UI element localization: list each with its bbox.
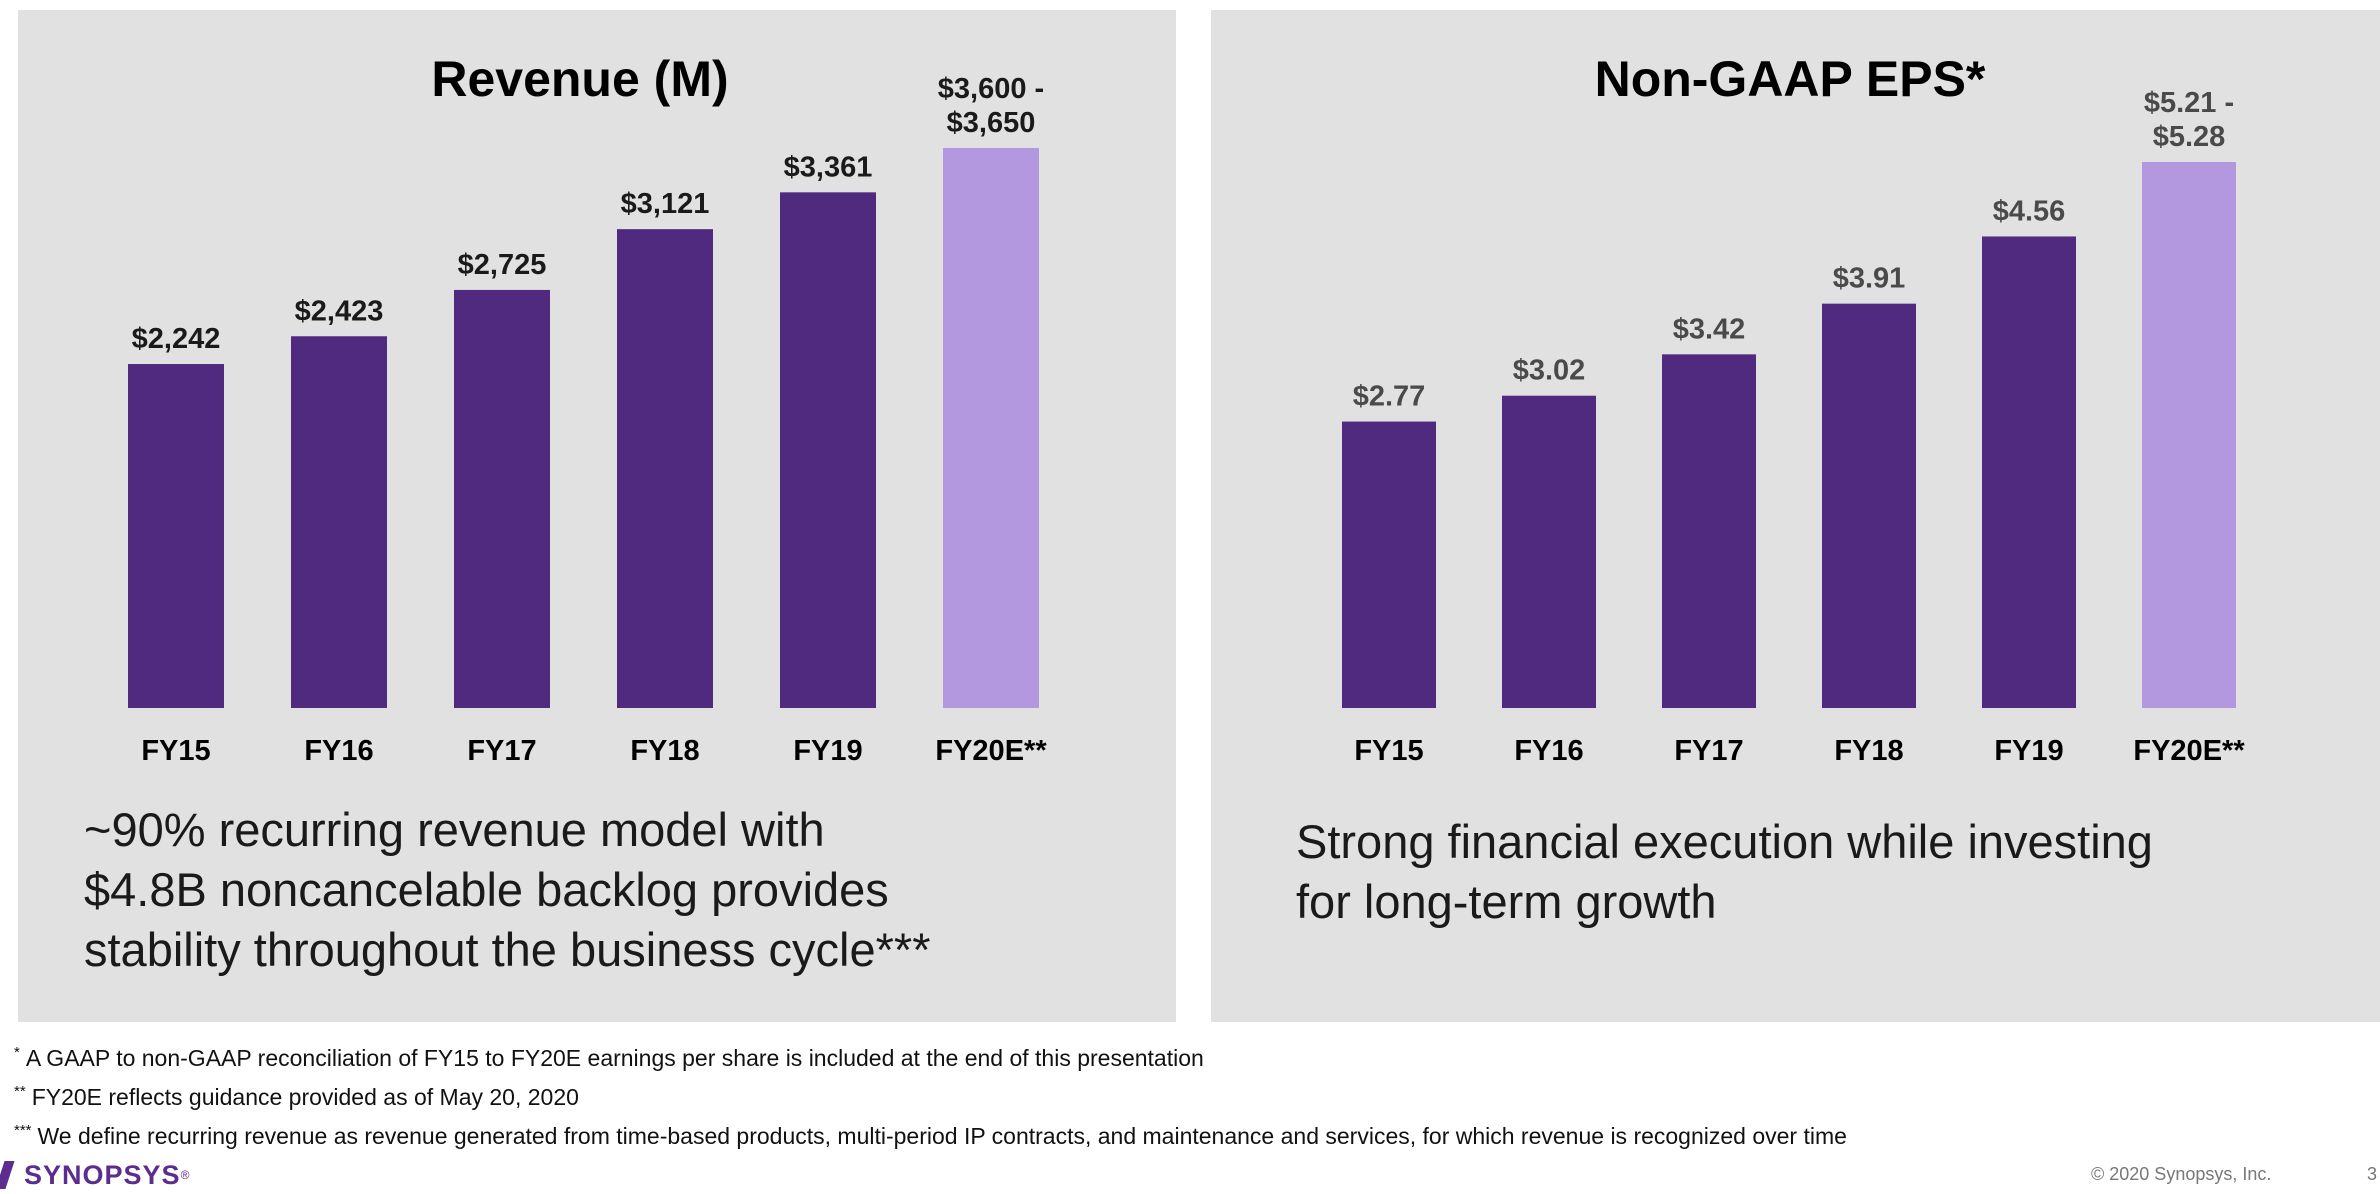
revenue-bar-4 bbox=[780, 192, 876, 708]
footnote-3-text: We define recurring revenue as revenue g… bbox=[37, 1123, 1847, 1149]
eps-category-label-1: FY16 bbox=[1514, 735, 1583, 767]
eps-value-label-4: $4.56 bbox=[1993, 195, 2066, 227]
revenue-caption: ~90% recurring revenue model with $4.8B … bbox=[84, 803, 931, 976]
eps-chart-title: Non-GAAP EPS* bbox=[1595, 51, 1986, 107]
logo-slash-icon bbox=[0, 1161, 15, 1189]
footnotes: * A GAAP to non-GAAP reconciliation of FY… bbox=[14, 1036, 1847, 1153]
eps-bar-1 bbox=[1502, 395, 1596, 708]
eps-category-label-5: FY20E** bbox=[2133, 735, 2245, 767]
revenue-value-label-2: $2,725 bbox=[458, 249, 547, 281]
revenue-bar-0 bbox=[128, 364, 224, 708]
footnote-2-text: FY20E reflects guidance provided as of M… bbox=[31, 1084, 579, 1110]
footnote-1-mark: * bbox=[14, 1044, 20, 1061]
eps-category-label-3: FY18 bbox=[1834, 735, 1903, 767]
revenue-category-label-1: FY16 bbox=[304, 735, 373, 767]
footnote-1: * A GAAP to non-GAAP reconciliation of FY… bbox=[14, 1036, 1847, 1075]
revenue-category-label-4: FY19 bbox=[793, 735, 862, 767]
eps-value-label-5: $5.21 -$5.28 bbox=[2144, 87, 2234, 153]
revenue-bar-1 bbox=[291, 336, 387, 708]
footnote-2: ** FY20E reflects guidance provided as of… bbox=[14, 1075, 1847, 1114]
eps-value-label-2: $3.42 bbox=[1673, 313, 1746, 345]
revenue-value-label-5: $3,600 -$3,650 bbox=[938, 73, 1044, 139]
footnote-3-mark: *** bbox=[14, 1122, 32, 1139]
footnote-3: *** We define recurring revenue as revenu… bbox=[14, 1114, 1847, 1153]
revenue-value-label-1: $2,423 bbox=[295, 295, 384, 327]
revenue-bar-3 bbox=[617, 229, 713, 709]
eps-bar-2 bbox=[1662, 354, 1756, 708]
eps-bar-4 bbox=[1982, 236, 2076, 709]
eps-value-label-0: $2.77 bbox=[1353, 381, 1426, 413]
eps-value-label-3: $3.91 bbox=[1833, 263, 1906, 295]
eps-caption: Strong financial execution while investi… bbox=[1296, 815, 2153, 928]
revenue-category-label-5: FY20E** bbox=[935, 735, 1047, 767]
revenue-category-label-0: FY15 bbox=[141, 735, 210, 767]
logo-text: SYNOPSYS bbox=[24, 1159, 181, 1190]
synopsys-logo: SYNOPSYS ® bbox=[0, 1160, 189, 1190]
copyright-text: © 2020 Synopsys, Inc. bbox=[2091, 1164, 2272, 1184]
revenue-value-label-4: $3,361 bbox=[784, 151, 873, 183]
eps-bar-3 bbox=[1822, 303, 1916, 708]
eps-category-label-0: FY15 bbox=[1354, 735, 1423, 767]
revenue-value-label-3: $3,121 bbox=[621, 188, 710, 220]
revenue-bar-5 bbox=[943, 148, 1039, 708]
page-number: 3 bbox=[2367, 1164, 2378, 1184]
eps-bar-0 bbox=[1342, 421, 1436, 708]
footnote-2-mark: ** bbox=[14, 1083, 26, 1100]
eps-category-label-4: FY19 bbox=[1994, 735, 2063, 767]
revenue-bar-2 bbox=[454, 289, 550, 708]
eps-bar-5 bbox=[2142, 162, 2236, 708]
footnote-1-text: A GAAP to non-GAAP reconciliation of FY1… bbox=[25, 1045, 1204, 1071]
revenue-chart-title: Revenue (M) bbox=[431, 51, 728, 107]
eps-value-label-1: $3.02 bbox=[1513, 355, 1586, 387]
revenue-value-label-0: $2,242 bbox=[132, 323, 221, 355]
revenue-category-label-3: FY18 bbox=[630, 735, 699, 767]
revenue-category-label-2: FY17 bbox=[467, 735, 536, 767]
eps-category-label-2: FY17 bbox=[1674, 735, 1743, 767]
logo-registered-mark: ® bbox=[180, 1168, 190, 1182]
